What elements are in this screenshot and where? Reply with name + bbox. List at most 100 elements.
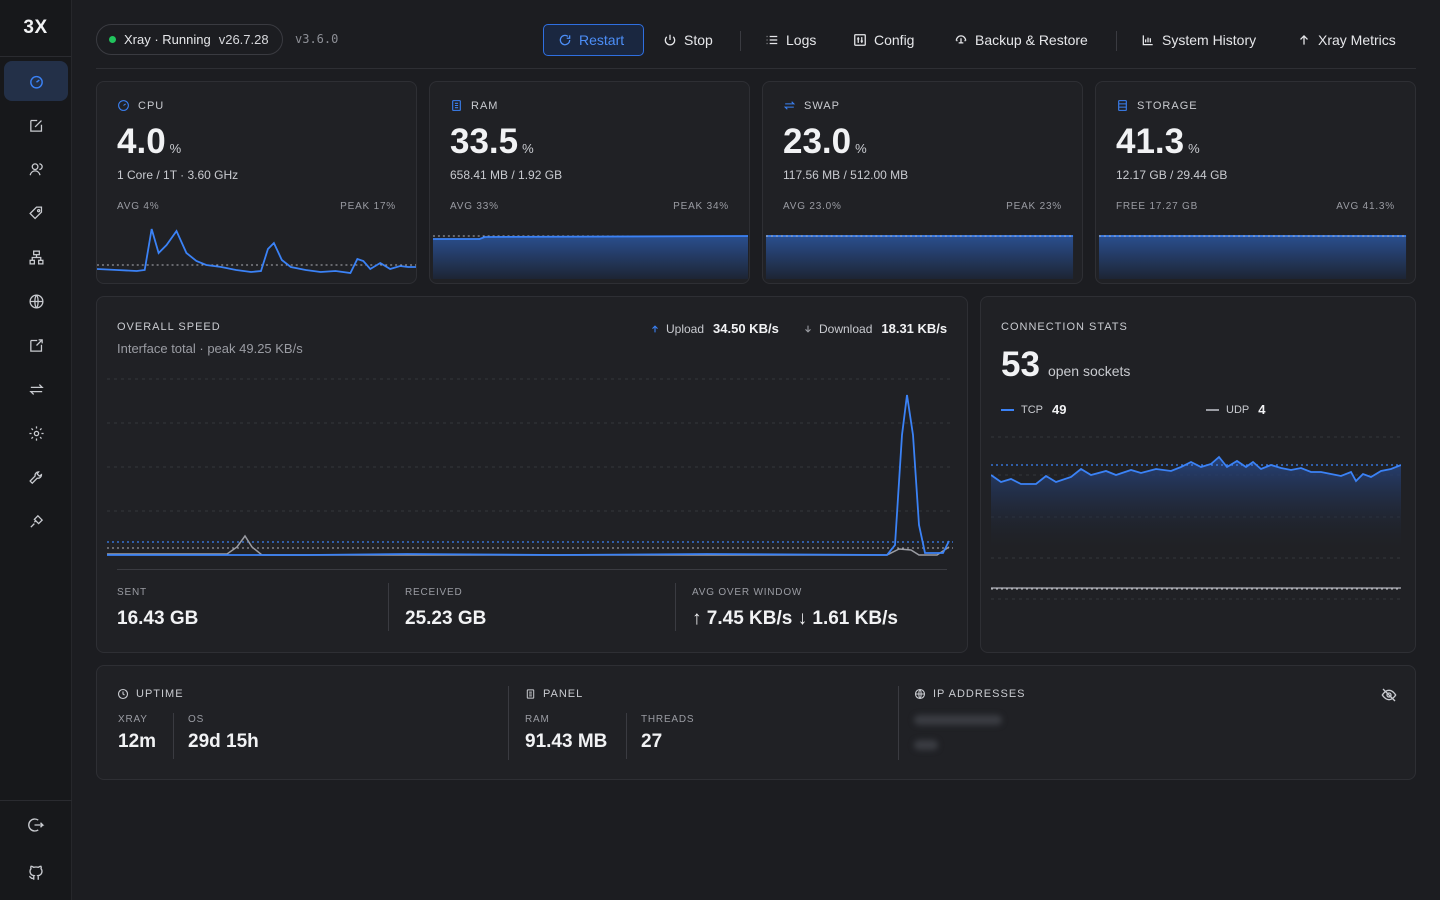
xray-uptime-value: 12m	[118, 731, 157, 752]
tcp-legend: TCP 49	[1001, 402, 1066, 417]
download-value: 18.31 KB/s	[881, 321, 948, 336]
logout-icon	[28, 818, 45, 832]
restart-button[interactable]: Restart	[543, 24, 644, 56]
github-button[interactable]	[22, 859, 50, 887]
swap-sparkline	[765, 235, 1074, 279]
sidebar-item-nodes[interactable]	[4, 237, 68, 277]
cpu-card: CPU 4.0% 1 Core / 1T · 3.60 GHz AVG 4% P…	[96, 81, 417, 284]
panel-threads: THREADS 27	[641, 714, 694, 753]
bar-chart-icon	[1142, 35, 1153, 46]
refresh-icon	[559, 34, 571, 46]
sockets-label: open sockets	[1047, 363, 1131, 379]
wrench-icon	[28, 470, 42, 484]
cpu-percent: 4.0	[117, 122, 166, 161]
transfer-icon	[28, 383, 44, 395]
logs-button[interactable]: Logs	[765, 24, 816, 56]
sidebar-item-outbounds[interactable]	[4, 325, 68, 365]
config-label: Config	[874, 32, 915, 48]
upload-label: Upload	[666, 321, 705, 336]
memory-icon	[452, 100, 461, 111]
clock-icon	[117, 688, 129, 700]
sidebar: 3X	[0, 0, 72, 900]
avg-window-value: ↑ 7.45 KB/s ↓ 1.61 KB/s	[692, 608, 898, 629]
swap-peak: PEAK 23%	[1006, 201, 1062, 212]
plug-icon	[29, 514, 43, 528]
sidebar-item-clients[interactable]	[4, 149, 68, 189]
cpu-value: 4.0%	[117, 122, 181, 162]
sidebar-item-inbounds[interactable]	[4, 105, 68, 145]
sidebar-item-transfer[interactable]	[4, 369, 68, 409]
upload-arrow-icon	[652, 324, 658, 332]
sidebar-item-dashboard[interactable]	[4, 61, 68, 101]
speed-chart	[107, 378, 953, 556]
download-label: Download	[819, 321, 873, 336]
ip-title: IP ADDRESSES	[933, 688, 1026, 700]
avg-window-label: AVG OVER WINDOW	[692, 587, 803, 598]
tcp-value: 49	[1052, 402, 1067, 417]
ip-header: IP ADDRESSES	[914, 688, 1026, 700]
system-history-button[interactable]: System History	[1141, 24, 1256, 56]
backup-restore-button[interactable]: Backup & Restore	[954, 24, 1088, 56]
edit-icon	[29, 119, 42, 132]
sidebar-item-tools[interactable]	[4, 457, 68, 497]
globe-icon	[914, 688, 926, 700]
system-history-label: System History	[1162, 32, 1257, 48]
overall-speed-card: OVERALL SPEED Interface total · peak 49.…	[96, 296, 968, 653]
received-value: 25.23 GB	[405, 608, 487, 629]
eye-off-icon	[1381, 688, 1397, 702]
logs-label: Logs	[786, 32, 817, 48]
panel-threads-value: 27	[641, 731, 663, 752]
power-icon	[664, 34, 676, 46]
uptime-title: UPTIME	[136, 688, 184, 700]
stop-label: Stop	[684, 32, 713, 48]
config-button[interactable]: Config	[853, 24, 914, 56]
sidebar-item-settings[interactable]	[4, 413, 68, 453]
udp-swatch	[1206, 408, 1219, 411]
udp-legend: UDP 4	[1206, 402, 1265, 417]
stop-button[interactable]: Stop	[663, 24, 713, 56]
panel-icon	[526, 689, 535, 699]
cpu-label: CPU	[138, 99, 165, 112]
swap-label: SWAP	[804, 99, 840, 112]
ram-sparkline	[432, 235, 749, 279]
sidebar-item-tags[interactable]	[4, 193, 68, 233]
sockets-count: 53	[1001, 345, 1040, 384]
dashboard-icon	[29, 75, 43, 89]
logout-button[interactable]	[22, 811, 50, 839]
swap-stats-row: AVG 23.0% PEAK 23%	[783, 201, 1062, 212]
backup-restore-label: Backup & Restore	[975, 32, 1088, 48]
udp-label: UDP	[1226, 403, 1250, 416]
sent-label: SENT	[117, 587, 147, 598]
cpu-details: 1 Core / 1T · 3.60 GHz	[117, 168, 239, 182]
cpu-avg: AVG 4%	[117, 201, 160, 212]
swap-card: SWAP 23.0% 117.56 MB / 512.00 MB AVG 23.…	[762, 81, 1083, 284]
ram-percent: 33.5	[450, 122, 519, 161]
upload-rate: Upload 34.50 KB/s	[650, 321, 779, 336]
stat-divider	[675, 583, 676, 631]
ipv6-address-hidden	[914, 740, 938, 750]
storage-avg: AVG 41.3%	[1336, 201, 1395, 212]
sidebar-item-routing[interactable]	[4, 281, 68, 321]
speed-divider	[117, 569, 947, 570]
tag-icon	[28, 205, 42, 219]
toggle-ip-visibility-button[interactable]	[1380, 686, 1398, 704]
panel-ram: RAM 91.43 MB	[525, 714, 607, 753]
ram-card: RAM 33.5% 658.41 MB / 1.92 GB AVG 33% PE…	[429, 81, 750, 284]
cpu-stats-row: AVG 4% PEAK 17%	[117, 201, 396, 212]
received-stat: RECEIVED 25.23 GB	[405, 587, 486, 630]
swap-icon	[783, 101, 796, 110]
speed-title: OVERALL SPEED	[117, 321, 221, 333]
cpu-unit: %	[169, 141, 182, 156]
topbar: Xray · Running v26.7.28 v3.6.0 Restart S…	[96, 22, 1416, 69]
app-logo[interactable]: 3X	[0, 0, 71, 57]
cloud-sync-icon	[955, 35, 967, 44]
xray-metrics-button[interactable]: Xray Metrics	[1297, 24, 1396, 56]
xray-uptime: XRAY 12m	[118, 714, 156, 753]
sliders-icon	[854, 34, 866, 46]
sidebar-item-integrations[interactable]	[4, 501, 68, 541]
avg-window-stat: AVG OVER WINDOW ↑ 7.45 KB/s ↓ 1.61 KB/s	[692, 587, 898, 630]
section-divider	[898, 686, 899, 760]
swap-percent: 23.0	[783, 122, 852, 161]
cpu-card-title: CPU	[117, 99, 164, 112]
os-uptime-label: OS	[188, 714, 205, 725]
